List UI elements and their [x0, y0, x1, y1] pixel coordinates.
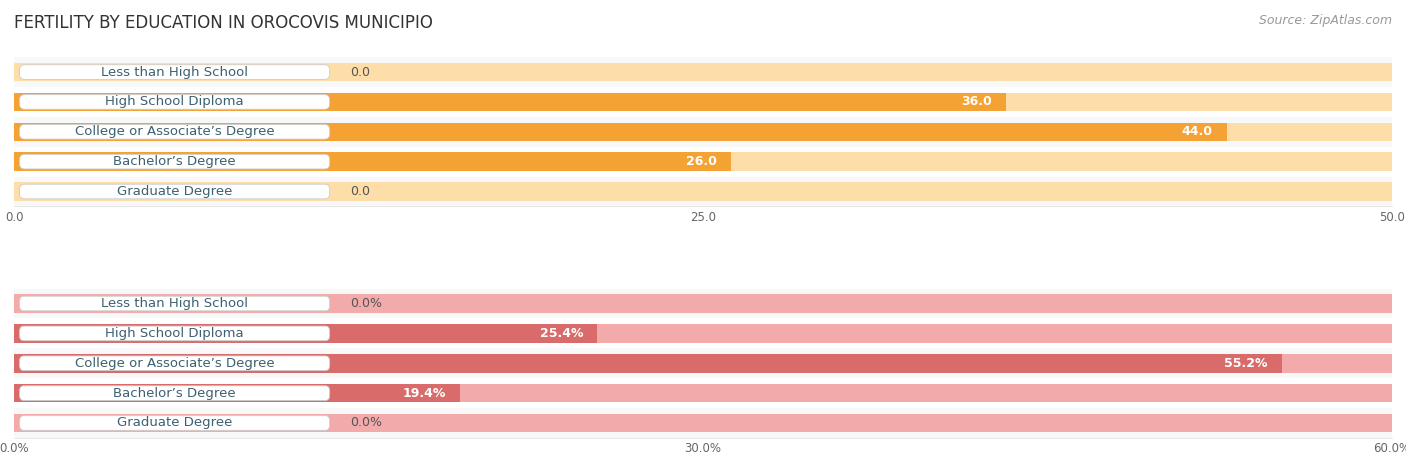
- Bar: [14, 384, 460, 402]
- Bar: [14, 57, 1392, 87]
- Bar: [14, 324, 598, 343]
- Text: Graduate Degree: Graduate Degree: [117, 185, 232, 198]
- Bar: [14, 354, 1282, 373]
- Bar: [14, 288, 1392, 318]
- Text: Source: ZipAtlas.com: Source: ZipAtlas.com: [1258, 14, 1392, 27]
- FancyBboxPatch shape: [20, 184, 329, 199]
- Bar: [14, 117, 1392, 147]
- FancyBboxPatch shape: [20, 125, 329, 139]
- Text: FERTILITY BY EDUCATION IN OROCOVIS MUNICIPIO: FERTILITY BY EDUCATION IN OROCOVIS MUNIC…: [14, 14, 433, 32]
- FancyBboxPatch shape: [20, 356, 329, 370]
- Bar: [14, 93, 1007, 111]
- Text: Less than High School: Less than High School: [101, 66, 247, 79]
- Text: 0.0: 0.0: [350, 66, 370, 79]
- Text: High School Diploma: High School Diploma: [105, 327, 243, 340]
- Text: Bachelor’s Degree: Bachelor’s Degree: [114, 387, 236, 400]
- FancyBboxPatch shape: [20, 95, 329, 109]
- FancyBboxPatch shape: [20, 416, 329, 430]
- FancyBboxPatch shape: [20, 386, 329, 400]
- Text: 44.0: 44.0: [1182, 125, 1213, 139]
- Bar: [14, 177, 1392, 207]
- Bar: [14, 122, 1226, 141]
- Text: College or Associate’s Degree: College or Associate’s Degree: [75, 357, 274, 370]
- Bar: [14, 414, 1392, 432]
- Bar: [14, 348, 1392, 378]
- Text: 26.0: 26.0: [686, 155, 717, 168]
- Bar: [14, 87, 1392, 117]
- Text: 0.0%: 0.0%: [350, 416, 382, 429]
- Bar: [14, 147, 1392, 177]
- Text: 55.2%: 55.2%: [1225, 357, 1268, 370]
- Bar: [14, 318, 1392, 348]
- Bar: [14, 324, 1392, 343]
- Bar: [14, 63, 1392, 81]
- Text: College or Associate’s Degree: College or Associate’s Degree: [75, 125, 274, 139]
- Bar: [14, 354, 1392, 373]
- Bar: [14, 384, 1392, 402]
- Bar: [14, 152, 1392, 171]
- Bar: [14, 408, 1392, 438]
- FancyBboxPatch shape: [20, 154, 329, 169]
- Bar: [14, 182, 1392, 201]
- Text: High School Diploma: High School Diploma: [105, 95, 243, 109]
- Text: 0.0: 0.0: [350, 185, 370, 198]
- Bar: [14, 294, 1392, 313]
- Bar: [14, 152, 731, 171]
- FancyBboxPatch shape: [20, 326, 329, 341]
- Text: 36.0: 36.0: [962, 95, 993, 109]
- Text: 25.4%: 25.4%: [540, 327, 583, 340]
- Text: Less than High School: Less than High School: [101, 297, 247, 310]
- Bar: [14, 378, 1392, 408]
- Text: Bachelor’s Degree: Bachelor’s Degree: [114, 155, 236, 168]
- Text: 19.4%: 19.4%: [402, 387, 446, 400]
- Bar: [14, 122, 1392, 141]
- Bar: [14, 93, 1392, 111]
- FancyBboxPatch shape: [20, 296, 329, 311]
- Text: Graduate Degree: Graduate Degree: [117, 416, 232, 429]
- Text: 0.0%: 0.0%: [350, 297, 382, 310]
- FancyBboxPatch shape: [20, 65, 329, 79]
